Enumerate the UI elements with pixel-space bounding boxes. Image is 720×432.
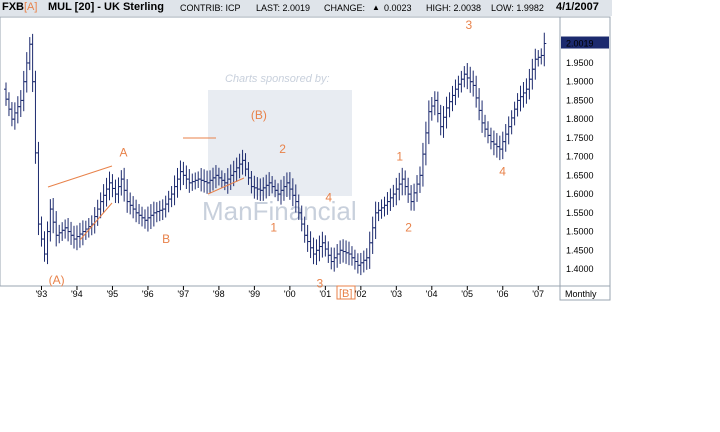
- y-axis: 1.4000 1.4500 1.5000 1.5500 1.6000 1.6500 1.70…: [561, 36, 609, 274]
- x-tick-label: '07: [532, 289, 544, 299]
- x-tick-label: '95: [106, 289, 118, 299]
- y-tick-label: 1.9500: [566, 58, 594, 68]
- contrib: CONTRIB: ICP: [180, 3, 241, 13]
- watermark-sponsor: Charts sponsored by:: [225, 73, 330, 85]
- wave-label: 4: [325, 191, 332, 205]
- wave-label: 3: [316, 277, 323, 291]
- last-price-box: [561, 36, 609, 49]
- x-tick-label: '97: [177, 289, 189, 299]
- trendline: [47, 165, 113, 188]
- x-tick-label: '99: [248, 289, 260, 299]
- last-price: LAST: 2.0019: [256, 3, 311, 13]
- x-tick-label: '01: [319, 289, 331, 299]
- y-tick-label: 1.4000: [566, 264, 594, 274]
- trendlines: [47, 137, 245, 241]
- wave-label: A: [120, 146, 128, 160]
- symbol-label: [A]: [24, 1, 38, 13]
- change-value: 0.0023: [384, 3, 412, 13]
- y-tick-label: 2.0019: [566, 39, 594, 49]
- y-tick-label: 1.6000: [566, 189, 594, 199]
- axis-panel: [559, 16, 611, 301]
- watermark: Charts sponsored by: ManFinancial: [202, 73, 357, 226]
- y-tick-label: 1.9000: [566, 77, 594, 87]
- x-tick-label: '94: [71, 289, 83, 299]
- x-bracket-label: [B]: [339, 288, 352, 300]
- chart-header: FXB [A] MUL [20] - UK Sterling CONTRIB: …: [0, 0, 612, 16]
- x-tick-label: '96: [142, 289, 154, 299]
- x-tick-label: '06: [497, 289, 509, 299]
- x-axis: '93 '94 '95 '96 '97 '98 '99 '00 '01 '02 '03 '04 '05 '…: [35, 286, 544, 299]
- trendline: [79, 202, 113, 241]
- x-bracket-frame: [336, 285, 356, 300]
- wave-label: 1: [270, 221, 277, 235]
- wave-label: B: [162, 232, 170, 246]
- y-tick-label: 1.8000: [566, 114, 594, 124]
- wave-annotations: A B (A) (B) 2 1 4 3 1 2 3 4: [49, 18, 507, 291]
- y-tick-label: 1.7500: [566, 133, 594, 143]
- x-tick-label: '03: [390, 289, 402, 299]
- y-tick-label: 1.4500: [566, 245, 594, 255]
- trendline: [207, 177, 245, 195]
- frequency-label: Monthly: [565, 289, 597, 299]
- change-label: CHANGE:: [324, 3, 366, 13]
- wave-label: (A): [49, 273, 65, 287]
- quote-date: 4/1/2007: [556, 1, 599, 13]
- x-tick-label: '05: [461, 289, 473, 299]
- wave-label: 4: [499, 164, 506, 178]
- wave-label: (B): [251, 108, 267, 122]
- low-price: LOW: 1.9982: [491, 3, 544, 13]
- price-series: [4, 32, 547, 276]
- x-tick-label: '93: [35, 289, 47, 299]
- change-up-icon: ▲: [372, 3, 380, 12]
- watermark-brand: ManFinancial: [202, 196, 357, 226]
- wave-label: 3: [466, 18, 473, 32]
- y-tick-label: 1.5000: [566, 227, 594, 237]
- wave-label: 2: [405, 221, 412, 235]
- y-tick-label: 1.6500: [566, 170, 594, 180]
- ohlc-bar: [542, 32, 547, 67]
- x-tick-label: '00: [284, 289, 296, 299]
- y-tick-label: 1.5500: [566, 208, 594, 218]
- wave-label: 1: [396, 149, 403, 163]
- wave-label: 2: [279, 142, 286, 156]
- x-tick-label: '04: [426, 289, 438, 299]
- y-tick-label: 1.8500: [566, 95, 594, 105]
- high-price: HIGH: 2.0038: [426, 3, 482, 13]
- y-tick-label: 1.7000: [566, 152, 594, 162]
- symbol: FXB: [2, 1, 24, 13]
- watermark-logo: [208, 90, 352, 196]
- x-tick-label: '98: [213, 289, 225, 299]
- chart-title: MUL [20] - UK Sterling: [48, 1, 164, 13]
- x-tick-label: '02: [355, 289, 367, 299]
